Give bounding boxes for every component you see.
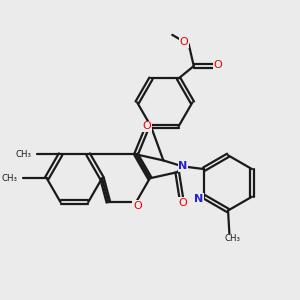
- Text: O: O: [142, 121, 152, 131]
- Text: N: N: [194, 194, 203, 204]
- Text: O: O: [179, 37, 188, 47]
- Text: CH₃: CH₃: [225, 234, 241, 243]
- Text: CH₃: CH₃: [1, 174, 17, 183]
- Text: O: O: [213, 60, 222, 70]
- Text: CH₃: CH₃: [15, 150, 31, 159]
- Text: N: N: [178, 161, 188, 171]
- Text: O: O: [133, 201, 142, 211]
- Text: O: O: [178, 198, 187, 208]
